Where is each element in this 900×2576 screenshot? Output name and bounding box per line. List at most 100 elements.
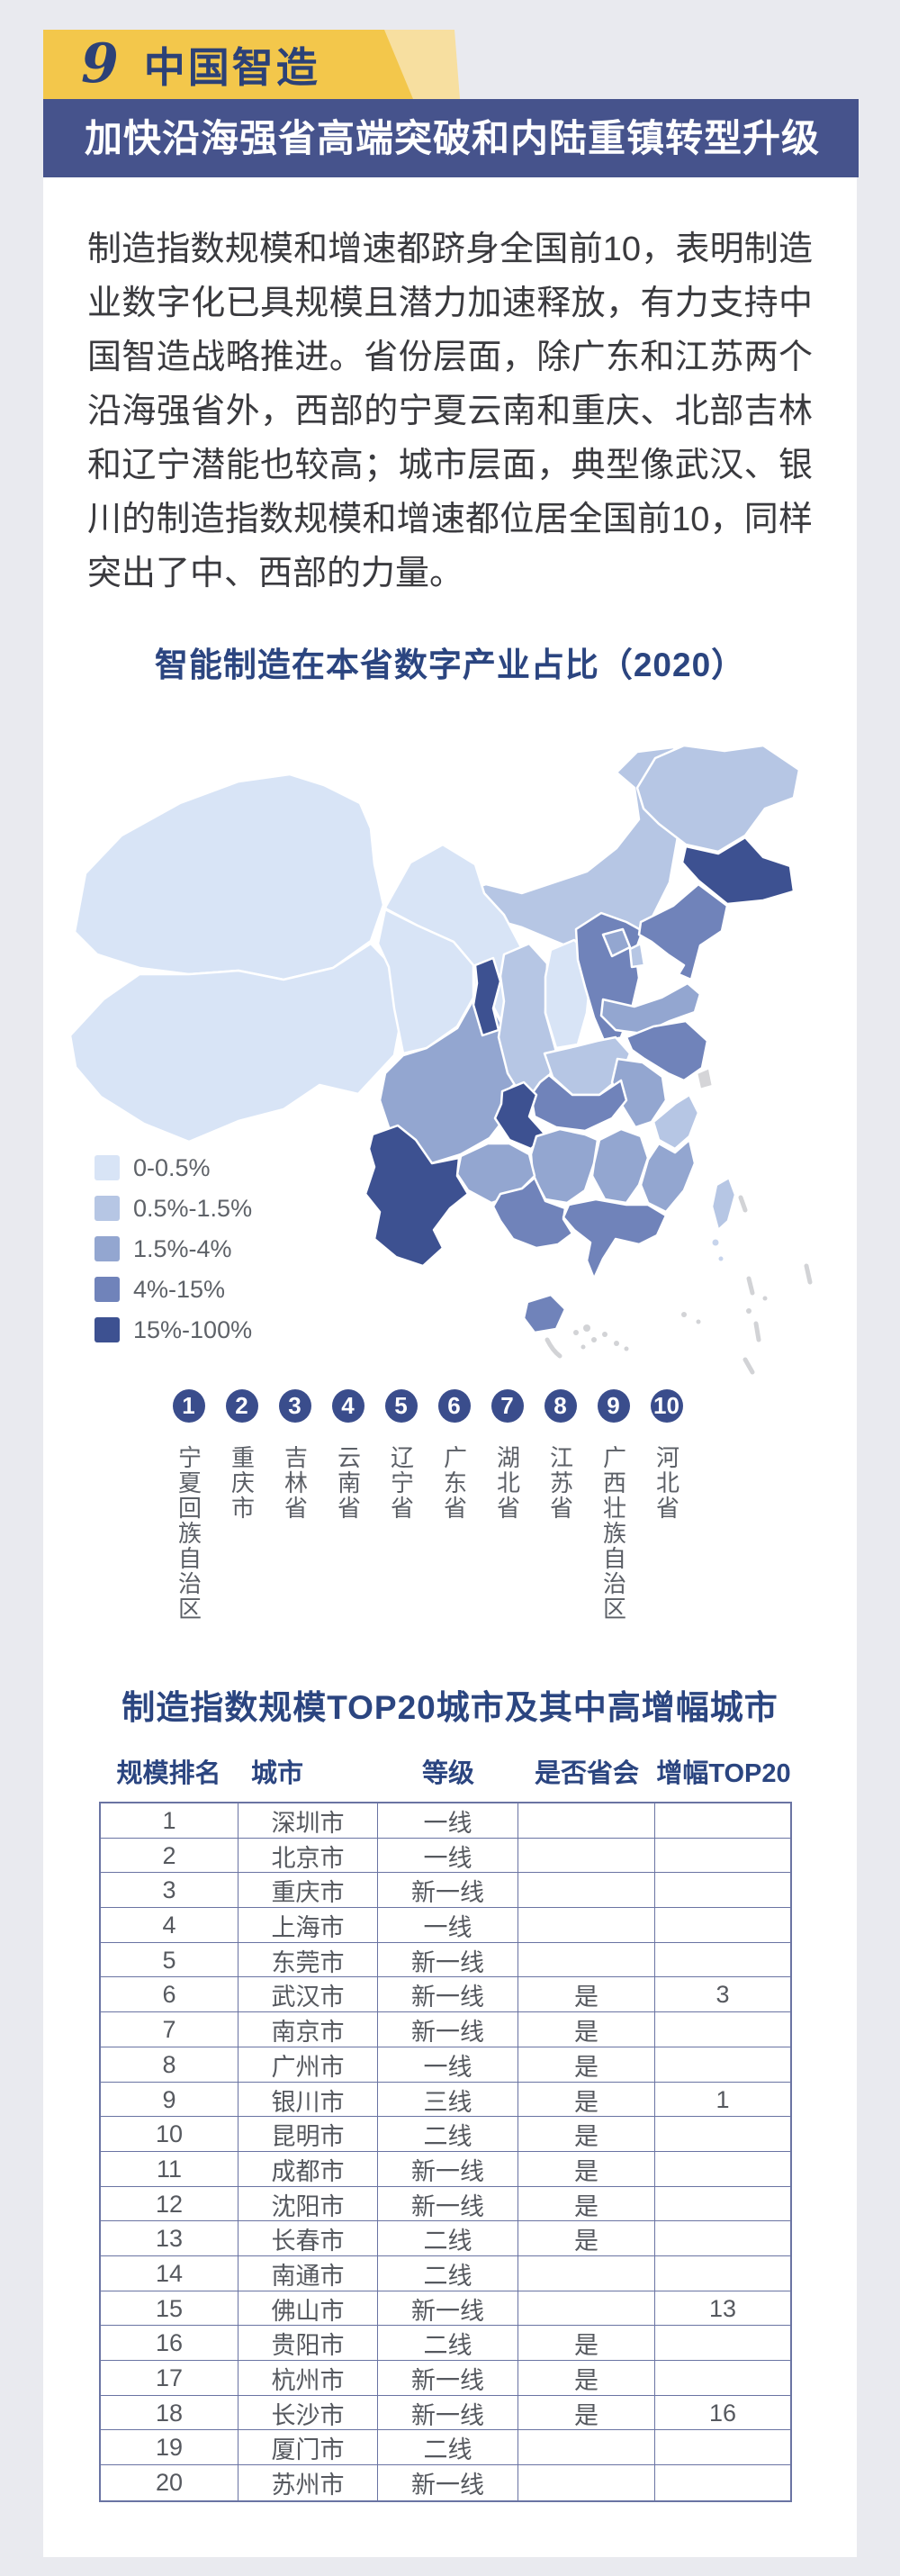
intro-paragraph: 制造指数规模和增速都跻身全国前10，表明制造业数字化已具规模且潜力加速释放，有力… (87, 230, 813, 592)
table-cell: 三线 (378, 2082, 518, 2118)
rank-badge: 9 (597, 1389, 630, 1423)
table-cell: 昆明市 (238, 2117, 378, 2153)
table-cell: 19 (101, 2430, 238, 2466)
legend-item: 4%-15% (94, 1275, 252, 1303)
table-row: 18 长沙市 新一线是 16 (101, 2395, 790, 2431)
table-cell: 长沙市 (238, 2395, 378, 2431)
table-row: 3 重庆市 新一线 (101, 1873, 790, 1909)
table-cell: 7 (101, 2012, 238, 2048)
legend-item: 15%-100% (94, 1315, 253, 1343)
table-cell: 苏州市 (238, 2465, 378, 2501)
province-ranking-row: 1 宁夏回族自治区 2 重庆市 3 吉林省 4 云南省 5 辽宁省 6 广东省 7 湖北省 8 江苏省 9 广西壮… (162, 1389, 693, 1622)
table-row: 7 南京市 新一线是 (101, 2012, 790, 2048)
province-ningxia (472, 956, 502, 1037)
rank-badge: 10 (650, 1389, 683, 1423)
table-cell (655, 2012, 790, 2047)
table-cell: 20 (101, 2465, 238, 2501)
table-cell: 1 (101, 1803, 238, 1839)
ranking-item: 3 吉林省 (268, 1389, 321, 1622)
section-number: 9 (81, 32, 119, 95)
table-cell: 新一线 (378, 2395, 518, 2431)
legend-item: 0.5%-1.5% (94, 1195, 252, 1222)
province-label: 辽宁省 (387, 1445, 415, 1521)
legend-label: 15%-100% (133, 1315, 253, 1343)
table-cell: 一线 (378, 1803, 518, 1839)
table-cell (655, 2152, 790, 2187)
table-cell: 上海市 (238, 1908, 378, 1944)
legend-swatch (94, 1155, 120, 1180)
table-cell: 15 (101, 2291, 238, 2327)
legend-label: 1.5%-4% (133, 1234, 232, 1262)
ranking-item: 6 广东省 (428, 1389, 481, 1622)
table-cell: 是 (518, 2326, 655, 2362)
table-cell: 11 (101, 2151, 238, 2187)
table-cell (655, 2465, 790, 2500)
table-cell: 南通市 (238, 2255, 378, 2291)
province-tibet (68, 942, 405, 1143)
province-xinjiang (73, 773, 385, 981)
table-cell: 南京市 (238, 2012, 378, 2048)
table-row: 2 北京市 一线 (101, 1838, 790, 1874)
table-cell: 深圳市 (238, 1803, 378, 1839)
legend-label: 4%-15% (133, 1275, 226, 1303)
table-cell (655, 2221, 790, 2256)
table-cell: 是 (518, 2012, 655, 2048)
province-guangxi (491, 1176, 574, 1250)
table-cell (655, 1873, 790, 1908)
table-cell: 是 (518, 2047, 655, 2083)
ranking-item: 1 宁夏回族自治区 (162, 1389, 215, 1622)
table-cell: 新一线 (378, 2012, 518, 2048)
province-label: 云南省 (334, 1445, 362, 1521)
map-boundary-dashes (544, 1195, 813, 1375)
table-cell: 二线 (378, 2117, 518, 2153)
section-subtitle-bar: 加快沿海强省高端突破和内陆重镇转型升级 (43, 99, 859, 177)
table-cell: 成都市 (238, 2151, 378, 2187)
table-cell: 新一线 (378, 1873, 518, 1909)
table-cell: 重庆市 (238, 1873, 378, 1909)
province-fujian (639, 1138, 697, 1214)
province-label: 吉林省 (281, 1445, 309, 1521)
table-cell (655, 1803, 790, 1839)
ranking-item: 4 云南省 (321, 1389, 374, 1622)
rank-badge: 4 (331, 1389, 364, 1423)
table-cell: 新一线 (378, 2151, 518, 2187)
table-cell: 3 (101, 1873, 238, 1909)
table-row: 8 广州市 一线是 (101, 2047, 790, 2083)
table-cell (655, 2256, 790, 2291)
table-cell (655, 1943, 790, 1978)
table-cell: 北京市 (238, 1838, 378, 1874)
table-row: 12 沈阳市 新一线是 (101, 2186, 790, 2222)
column-header: 是否省会 (534, 1759, 639, 1788)
table-cell: 新一线 (378, 2291, 518, 2327)
table-cell: 10 (101, 2117, 238, 2153)
rank-badge: 8 (544, 1389, 577, 1423)
legend-item: 1.5%-4% (94, 1234, 252, 1262)
legend-swatch (94, 1317, 120, 1342)
table-row: 4 上海市 一线 (101, 1908, 790, 1944)
rank-badge: 1 (172, 1389, 205, 1423)
legend-swatch (94, 1236, 120, 1261)
table-cell: 13 (708, 2294, 737, 2322)
taiwan-strait-islets (712, 1239, 724, 1261)
table-cell: 18 (101, 2395, 238, 2431)
table-cell: 是 (518, 1977, 655, 2013)
table-cell: 1 (716, 2085, 730, 2113)
table-cell: 东莞市 (238, 1942, 378, 1978)
table-row: 17 杭州市 新一线是 (101, 2361, 790, 2396)
table-title: 制造指数规模TOP20城市及其中高增幅城市 (122, 1689, 778, 1726)
table-cell: 长春市 (238, 2221, 378, 2257)
table-cell (518, 1908, 655, 1944)
table-cell: 二线 (378, 2326, 518, 2362)
map-title: 智能制造在本省数字产业占比（2020） (154, 646, 746, 683)
table-row: 20 苏州市 新一线 (101, 2465, 790, 2501)
table-cell: 杭州市 (238, 2361, 378, 2396)
province-shandong (599, 981, 702, 1035)
table-header-row: 规模排名 城市 等级 是否省会 增幅TOP20 (99, 1752, 792, 1790)
table-cell (655, 2430, 790, 2465)
table-cell: 12 (101, 2186, 238, 2222)
column-header: 规模排名 (116, 1759, 221, 1788)
province-label: 河北省 (652, 1445, 680, 1521)
province-label: 广东省 (440, 1445, 468, 1521)
table-cell (655, 2187, 790, 2222)
table-cell: 是 (518, 2395, 655, 2431)
